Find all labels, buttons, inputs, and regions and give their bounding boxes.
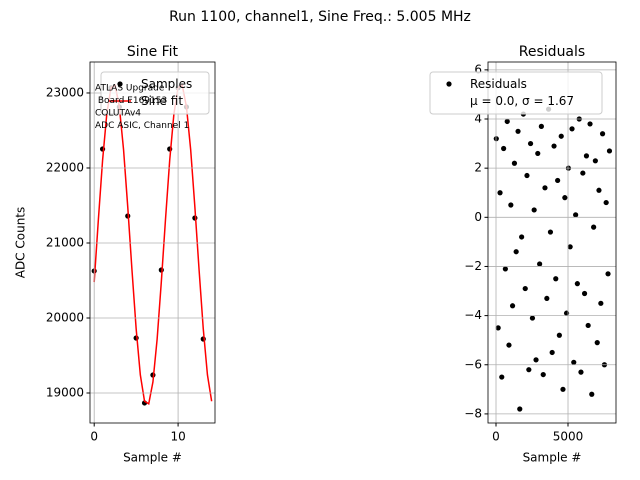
annotation: COLUTAv4: [95, 109, 141, 119]
point: [578, 369, 584, 375]
point: [596, 187, 602, 193]
legend: Samples Sine fit: [100, 71, 210, 115]
point: [529, 315, 536, 321]
point: [497, 190, 503, 196]
point: [531, 207, 537, 213]
plot-area: [91, 83, 213, 406]
point: [553, 276, 559, 282]
point: [555, 177, 561, 184]
point: [583, 153, 590, 159]
point: [594, 340, 600, 346]
point: [538, 123, 544, 129]
point: [560, 386, 566, 392]
point: [517, 406, 523, 412]
x-tick-label: 10: [170, 430, 185, 444]
x-tick-label: 0: [492, 430, 500, 444]
point: [524, 172, 530, 179]
legend-label: Sine fit: [141, 94, 183, 108]
point: [533, 357, 539, 363]
point: [592, 158, 598, 164]
point: [540, 371, 546, 378]
point: [606, 148, 613, 154]
y-tick-label: −8: [464, 406, 482, 420]
point: [581, 290, 588, 297]
point: [527, 140, 534, 147]
y-tick-label: −2: [464, 259, 482, 273]
axes-frame: [89, 61, 216, 424]
point: [537, 261, 543, 267]
y-tick-label: 0: [474, 210, 482, 224]
point: [501, 145, 507, 152]
point: [508, 202, 514, 208]
y-tick-label: 19000: [46, 385, 84, 399]
y-tick-label: 21000: [46, 235, 84, 249]
legend-frame: [100, 71, 210, 115]
point: [495, 325, 501, 331]
point: [605, 271, 611, 277]
y-tick-label: −6: [464, 357, 482, 371]
point: [599, 131, 606, 137]
y-tick-label: 2: [474, 161, 482, 175]
point: [569, 126, 575, 132]
point: [511, 160, 518, 166]
x-axis-label: Sample #: [123, 451, 182, 465]
y-tick-label: 6: [474, 62, 482, 76]
legend-label: Samples: [141, 77, 192, 91]
point: [574, 281, 580, 287]
point: [535, 150, 541, 157]
point: [506, 342, 512, 348]
axes-title: Sine Fit: [127, 44, 179, 60]
point: [502, 266, 508, 272]
point: [542, 185, 548, 191]
point: [562, 195, 568, 201]
point: [571, 359, 577, 365]
x-tick-label: 5000: [553, 430, 584, 444]
legend-swatch: [446, 81, 452, 87]
point: [591, 224, 597, 230]
point: [504, 118, 510, 125]
point: [567, 244, 573, 250]
point: [515, 128, 521, 134]
point: [526, 367, 532, 373]
legend-swatch: [117, 81, 123, 87]
point: [519, 234, 525, 240]
point: [603, 199, 609, 206]
annotation: Board E169153: [95, 96, 167, 106]
point: [589, 391, 595, 397]
point: [513, 249, 519, 255]
axes-title: Residuals: [519, 44, 585, 60]
point: [556, 332, 562, 338]
point: [585, 322, 591, 329]
point: [549, 349, 555, 356]
legend-frame: [429, 71, 603, 115]
plot-area: [493, 106, 613, 412]
point: [547, 229, 554, 235]
y-tick-label: 20000: [46, 310, 84, 324]
x-axis-label: Sample #: [523, 451, 582, 465]
y-tick-label: 4: [474, 112, 482, 126]
point: [573, 212, 579, 218]
point: [544, 295, 550, 302]
point: [587, 121, 593, 127]
legend-label: Residuals μ = 0.0, σ = 1.67: [470, 77, 574, 108]
point: [558, 133, 564, 139]
annotation: ADC ASIC, Channel 1: [95, 121, 189, 131]
annotation: ATLAS Upgrade: [95, 84, 165, 94]
y-tick-label: −4: [464, 308, 482, 322]
point: [522, 285, 528, 292]
point: [551, 143, 557, 149]
point: [598, 300, 604, 306]
point: [509, 303, 516, 309]
y-tick-label: 23000: [46, 85, 84, 99]
fit-line: [93, 83, 213, 406]
point: [499, 374, 505, 380]
y-axis-label: ADC Counts: [14, 207, 28, 279]
x-tick-label: 0: [90, 430, 98, 444]
figure-title: Run 1100, channel1, Sine Freq.: 5.005 MH…: [169, 9, 471, 25]
axes-frame: [487, 61, 617, 424]
legend: Residuals μ = 0.0, σ = 1.67: [429, 71, 603, 115]
point: [580, 170, 586, 176]
y-tick-label: 22000: [46, 160, 84, 174]
